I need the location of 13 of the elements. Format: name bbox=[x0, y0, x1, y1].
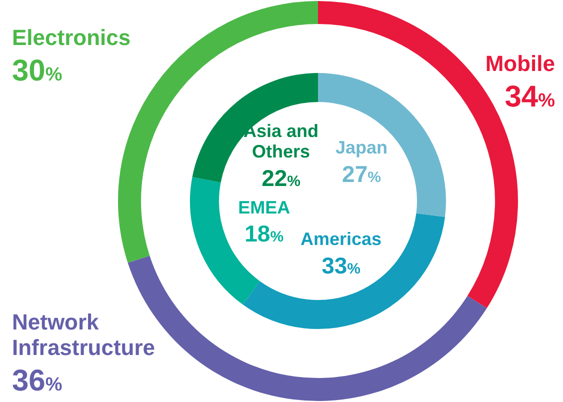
slice-label: Electronics bbox=[12, 24, 131, 50]
slice-label: Mobile bbox=[485, 50, 555, 76]
data-label: 22% bbox=[262, 164, 300, 191]
data-label: 30% bbox=[12, 54, 62, 88]
slice-label: Japan bbox=[335, 138, 388, 158]
slice-label: Americas bbox=[300, 229, 382, 250]
slice-label: EMEA bbox=[238, 197, 290, 218]
data-label: 18% bbox=[244, 220, 284, 247]
data-label: 34% bbox=[504, 80, 556, 114]
data-label: 33% bbox=[322, 252, 360, 278]
slice-label: Network Infrastructure bbox=[12, 309, 156, 360]
data-label: 27% bbox=[342, 160, 381, 187]
data-label: 36% bbox=[12, 364, 62, 398]
